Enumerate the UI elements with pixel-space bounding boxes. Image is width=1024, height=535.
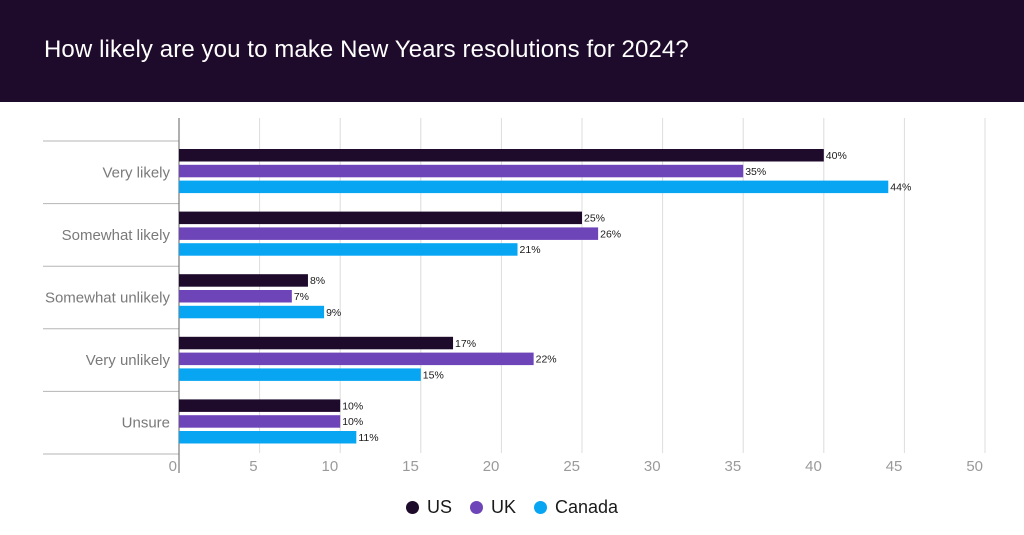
legend-swatch-uk <box>469 501 483 514</box>
category-label: Very unlikely <box>86 352 171 369</box>
legend-label-canada: Canada <box>554 497 619 517</box>
x-tick-label: 5 <box>249 458 257 475</box>
bar-uk <box>179 290 292 303</box>
category-label: Very likely <box>102 164 170 181</box>
bar-us <box>179 274 308 287</box>
bar-canada <box>179 243 518 256</box>
bar-uk <box>179 164 744 178</box>
bar-uk <box>179 352 534 366</box>
x-tick-label: 50 <box>966 458 983 475</box>
data-label: 17% <box>455 338 476 350</box>
x-tick-label: 30 <box>644 458 661 475</box>
x-tick-label: 40 <box>805 458 822 475</box>
legend-item-uk: UK <box>469 497 516 518</box>
x-tick-label: 35 <box>725 458 742 475</box>
x-tick-label: 10 <box>322 458 339 475</box>
x-tick-label: 15 <box>402 458 419 475</box>
data-label: 25% <box>584 213 605 225</box>
legend-item-us: US <box>405 497 452 518</box>
data-label: 22% <box>536 354 557 366</box>
chart-header: How likely are you to make New Years res… <box>0 0 1024 102</box>
data-label: 10% <box>342 400 363 412</box>
legend-label-uk: UK <box>490 497 516 517</box>
x-tick-label: 20 <box>483 458 500 475</box>
bar-us <box>179 336 454 350</box>
bar-uk <box>179 227 599 240</box>
chart-legend: US UK Canada <box>0 497 1024 518</box>
data-label: 15% <box>423 369 444 381</box>
data-label: 11% <box>358 432 378 444</box>
data-label: 40% <box>826 150 847 162</box>
data-label: 26% <box>600 228 621 240</box>
category-label: Unsure <box>122 415 170 432</box>
bar-chart: 0 5 10 15 20 25 30 35 40 45 50 Very likely 40% 35% 44%… <box>43 118 986 475</box>
legend-swatch-us <box>405 501 419 514</box>
bar-us <box>179 399 341 412</box>
bar-canada <box>179 180 889 194</box>
bar-canada <box>179 368 421 381</box>
legend-label-us: US <box>426 497 452 517</box>
x-tick-label: 25 <box>563 458 580 475</box>
legend-swatch-canada <box>533 501 547 514</box>
x-tick-label: 0 <box>169 458 177 475</box>
bar-us <box>179 149 824 162</box>
legend-item-canada: Canada <box>533 497 619 518</box>
data-label: 35% <box>745 166 766 178</box>
x-tick-label: 45 <box>886 458 903 475</box>
data-label: 9% <box>326 307 341 319</box>
data-label: 21% <box>520 244 541 256</box>
bar-uk <box>179 415 341 428</box>
data-label: 7% <box>294 291 309 303</box>
data-label: 44% <box>890 182 911 194</box>
category-label: Somewhat unlikely <box>45 290 171 307</box>
bar-us <box>179 211 582 225</box>
data-label: 10% <box>342 416 363 428</box>
bar-canada <box>179 305 325 319</box>
category-label: Somewhat likely <box>62 227 171 244</box>
chart-title: How likely are you to make New Years res… <box>44 36 689 63</box>
data-label: 8% <box>310 275 325 287</box>
bar-canada <box>179 431 357 444</box>
